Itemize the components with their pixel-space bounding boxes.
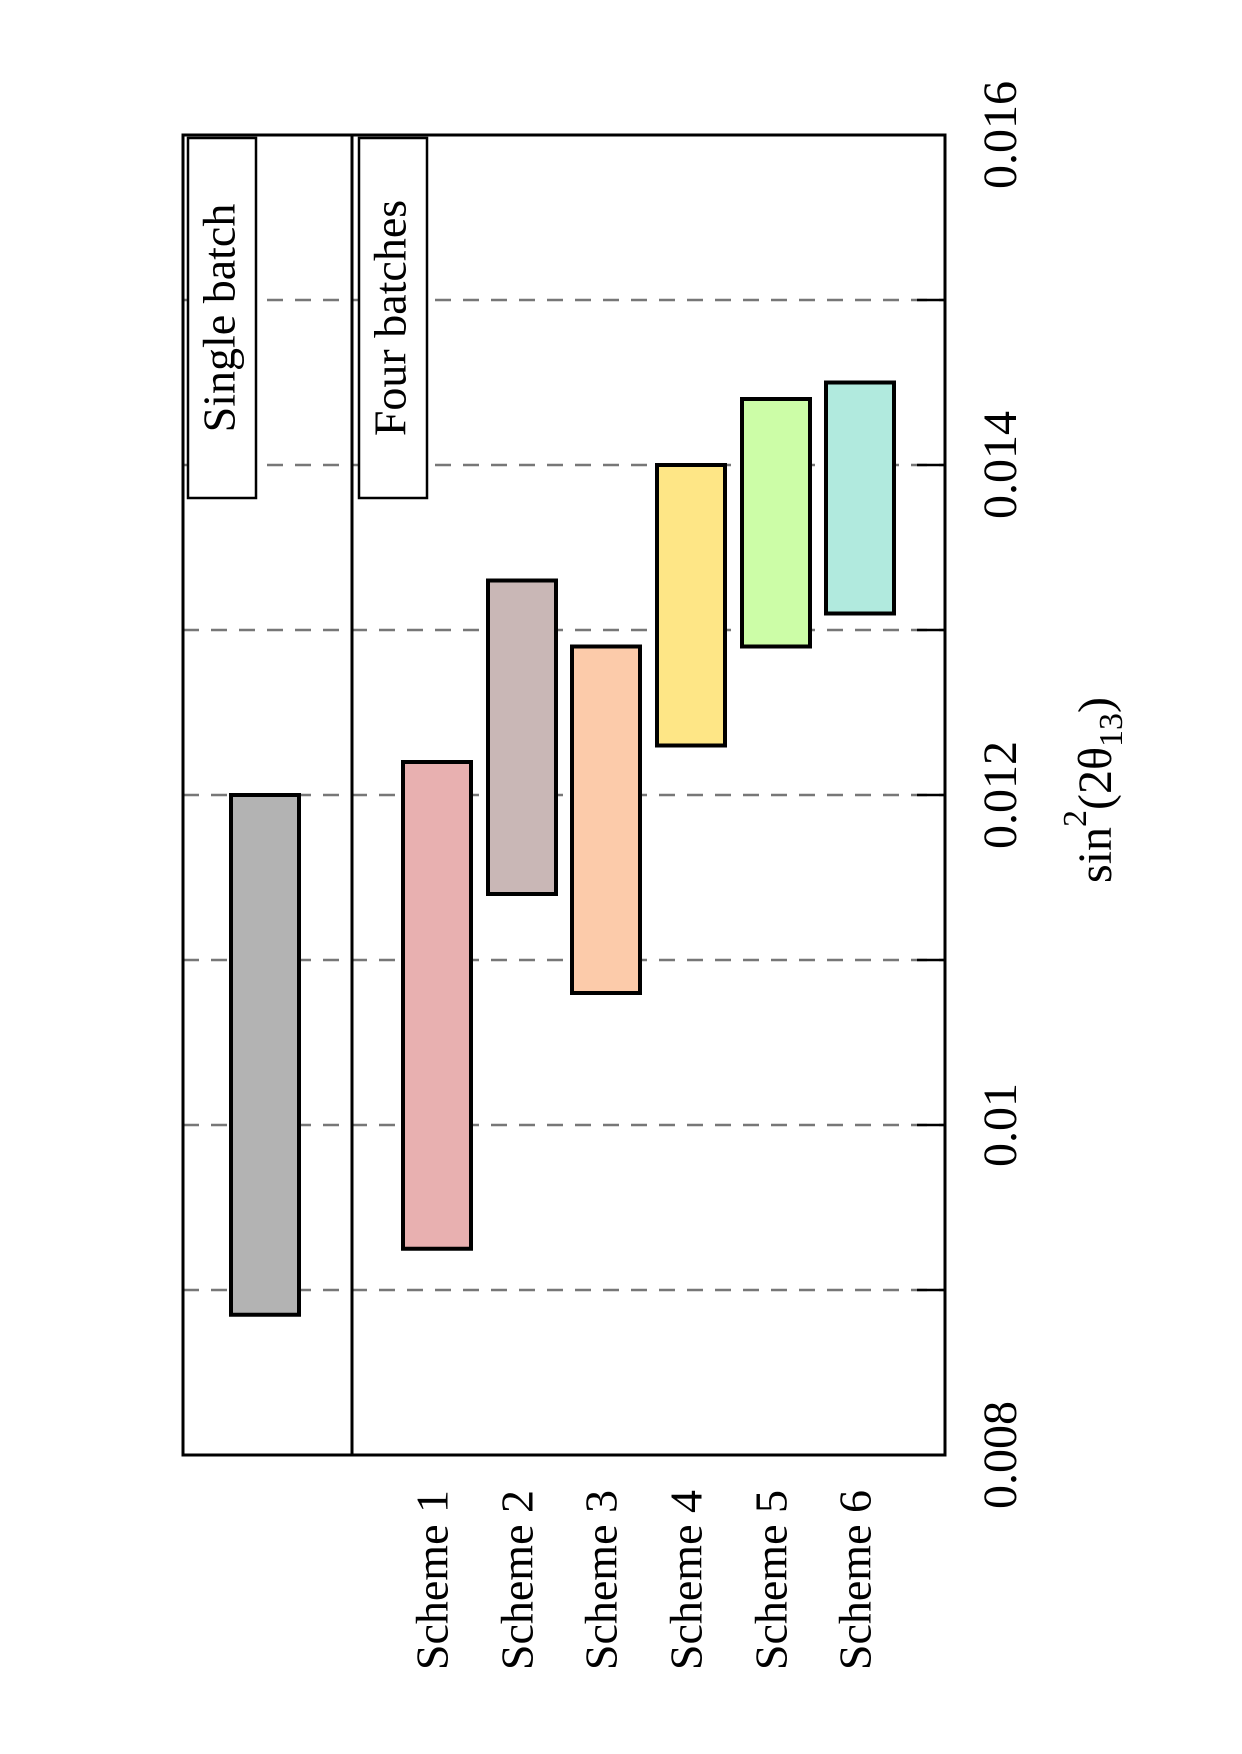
interval-bar-scheme-1 (401, 760, 473, 1251)
interval-bar-scheme-6 (824, 380, 896, 616)
axis-title-part-4: ) (1069, 697, 1122, 713)
panel-frame-1 (350, 133, 947, 1457)
interval-bar-scheme-2 (486, 578, 558, 896)
interval-bar-scheme-3 (570, 644, 642, 995)
category-label-scheme-5: Scheme 5 (746, 1490, 797, 1670)
interval-bar-single-batch (229, 793, 301, 1317)
category-label-scheme-1: Scheme 1 (407, 1490, 458, 1670)
axis-title-part-3: 13 (1093, 713, 1130, 747)
axis-title-part-0: sin (1069, 827, 1122, 883)
panel-label-box-0 (186, 136, 258, 500)
tick-label-3: 0.014 (974, 411, 1027, 519)
axis-title-part-1: 2 (1057, 810, 1094, 827)
panel-label-0: Single batch (194, 204, 245, 433)
category-label-scheme-2: Scheme 2 (492, 1490, 543, 1670)
category-label-scheme-6: Scheme 6 (830, 1490, 881, 1670)
tick-label-4: 0.016 (974, 81, 1027, 189)
axis-title: sin2(2θ13) (1057, 697, 1130, 883)
panel-label-group-1: Four batches (357, 136, 429, 500)
category-label-scheme-3: Scheme 3 (576, 1490, 627, 1670)
panel-label-1: Four batches (365, 200, 416, 436)
axis-title-part-2: (2θ (1069, 747, 1122, 810)
tick-label-2: 0.012 (974, 741, 1027, 849)
interval-bar-scheme-5 (740, 397, 812, 649)
plot-area: Single batch Four batches Scheme 1 Scheme 2… (181, 81, 1130, 1670)
tick-label-0: 0.008 (974, 1401, 1027, 1509)
panel-label-group-0: Single batch (186, 136, 258, 500)
category-label-scheme-4: Scheme 4 (661, 1490, 712, 1670)
interval-bar-scheme-4 (655, 463, 727, 748)
panel-label-box-1 (357, 136, 429, 500)
tick-label-1: 0.01 (974, 1083, 1027, 1167)
